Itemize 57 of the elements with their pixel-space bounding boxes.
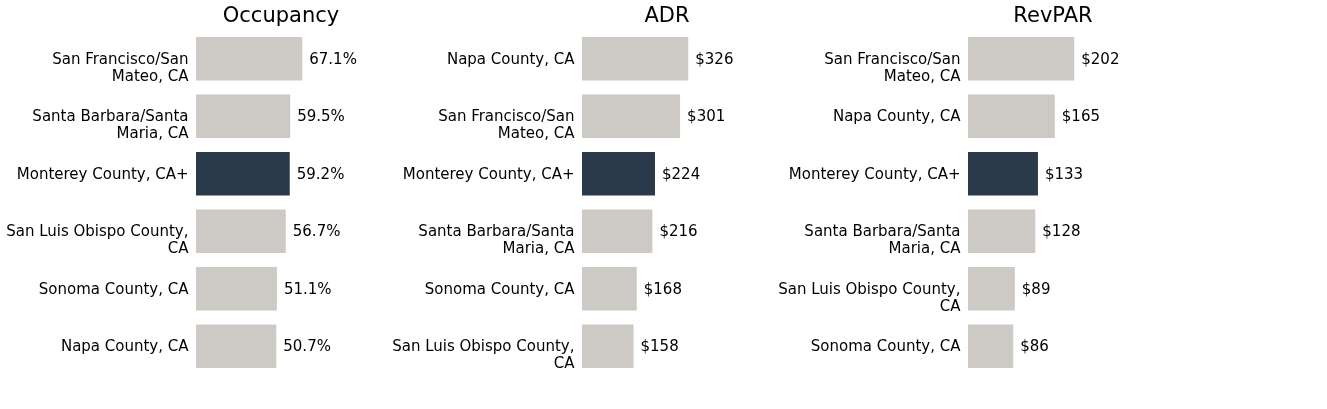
y-tick-label: Santa Barbara/Santa Maria, CA	[804, 222, 962, 258]
data-label: $89	[1021, 279, 1051, 298]
y-tick-label: Napa County, CA	[832, 107, 962, 126]
bar	[196, 324, 277, 369]
y-tick-label: Sonoma County, CA	[424, 279, 576, 298]
data-label: $86	[1020, 337, 1049, 356]
bar	[196, 209, 286, 254]
data-label: $168	[643, 279, 682, 298]
y-tick-label: Sonoma County, CA	[38, 279, 190, 298]
y-tick-label: Monterey County, CA+	[402, 164, 575, 183]
bar	[968, 94, 1055, 139]
bar	[968, 151, 1038, 196]
bar	[582, 324, 634, 369]
chart-title: Occupancy	[222, 3, 340, 27]
data-label: 50.7%	[283, 337, 331, 356]
y-tick-label: Santa Barbara/Santa Maria, CA	[32, 107, 190, 143]
y-tick-label: San Francisco/San Mateo, CA	[52, 49, 190, 85]
data-label: $301	[687, 107, 726, 126]
bar	[582, 209, 653, 254]
data-label: 59.5%	[297, 107, 345, 126]
bar	[196, 94, 291, 139]
chart-title: ADR	[644, 3, 690, 27]
data-label: 67.1%	[309, 49, 357, 68]
data-label: 56.7%	[292, 222, 341, 241]
bar	[968, 36, 1075, 81]
data-label: $224	[662, 164, 701, 183]
bar	[582, 151, 656, 196]
data-label: $133	[1044, 164, 1084, 183]
data-label: 59.2%	[296, 164, 345, 183]
data-label: $128	[1042, 222, 1081, 241]
data-label: $158	[640, 337, 679, 356]
y-tick-label: San Luis Obispo County, CA	[392, 337, 576, 373]
y-tick-label: San Francisco/San Mateo, CA	[824, 49, 962, 85]
y-tick-label: San Francisco/San Mateo, CA	[438, 107, 576, 143]
y-tick-label: Monterey County, CA+	[16, 164, 189, 183]
data-label: $326	[695, 49, 734, 68]
bar	[968, 209, 1036, 254]
bar	[196, 36, 303, 81]
bar	[582, 266, 637, 311]
data-label: 51.1%	[283, 279, 332, 298]
y-tick-label: San Luis Obispo County, CA	[6, 222, 190, 258]
y-tick-label: Napa County, CA	[446, 49, 576, 68]
data-label: $216	[659, 222, 698, 241]
y-tick-label: Monterey County, CA+	[788, 164, 961, 183]
bar	[968, 266, 1015, 311]
bar	[196, 266, 277, 311]
bar	[968, 324, 1014, 369]
data-label: $202	[1081, 49, 1120, 68]
chart-title: RevPAR	[1013, 3, 1093, 27]
y-tick-label: San Luis Obispo County, CA	[778, 279, 962, 315]
bar	[582, 36, 689, 81]
y-tick-label: Napa County, CA	[60, 337, 190, 356]
bar	[196, 151, 290, 196]
y-tick-label: Santa Barbara/Santa Maria, CA	[418, 222, 576, 258]
bar	[582, 94, 681, 139]
data-label: $165	[1061, 107, 1100, 126]
y-tick-label: Sonoma County, CA	[810, 337, 962, 356]
